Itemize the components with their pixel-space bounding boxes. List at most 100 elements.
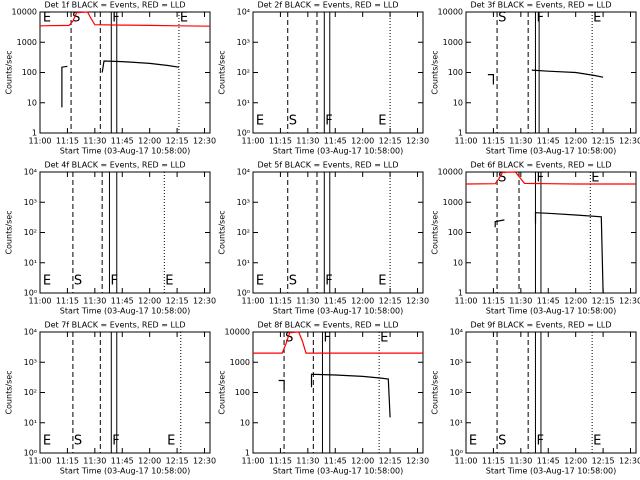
x-tick-label: 11:00 bbox=[454, 297, 477, 306]
x-tick-label: 11:00 bbox=[241, 137, 264, 146]
event-label: E bbox=[43, 434, 51, 449]
event-label: S bbox=[498, 434, 506, 449]
x-tick-label: 12:30 bbox=[619, 457, 640, 466]
x-axis-label: Start Time (03-Aug-17 10:58:00) bbox=[273, 467, 404, 476]
y-tick-label: 10³ bbox=[450, 358, 463, 367]
x-tick-label: 12:30 bbox=[619, 137, 640, 146]
x-tick-label: 11:00 bbox=[28, 297, 51, 306]
x-tick-label: 12:30 bbox=[406, 457, 429, 466]
x-tick-label: 11:30 bbox=[83, 457, 106, 466]
x-tick-label: 12:15 bbox=[592, 457, 615, 466]
x-tick-label: 11:30 bbox=[509, 297, 532, 306]
x-tick-label: 12:30 bbox=[193, 137, 216, 146]
y-tick-label: 10³ bbox=[237, 38, 250, 47]
event-label: F bbox=[323, 331, 330, 346]
y-tick-label: 10⁴ bbox=[24, 168, 37, 177]
y-tick-label: 1 bbox=[32, 129, 37, 138]
x-tick-label: 12:30 bbox=[193, 457, 216, 466]
event-label: E bbox=[378, 274, 386, 289]
y-axis-label: Counts/sec bbox=[218, 210, 227, 254]
y-tick-label: 100 bbox=[448, 228, 463, 237]
x-axis-label: Start Time (03-Aug-17 10:58:00) bbox=[486, 467, 617, 476]
x-axis-label: Start Time (03-Aug-17 10:58:00) bbox=[60, 467, 191, 476]
plot-frame bbox=[39, 331, 211, 454]
y-tick-label: 10³ bbox=[24, 198, 37, 207]
x-tick-label: 11:45 bbox=[324, 457, 347, 466]
event-label: E bbox=[167, 434, 175, 449]
y-tick-label: 10⁰ bbox=[24, 449, 37, 458]
event-label: F bbox=[325, 114, 332, 129]
x-tick-label: 12:30 bbox=[406, 297, 429, 306]
x-tick-label: 12:15 bbox=[592, 137, 615, 146]
event-label: E bbox=[469, 434, 477, 449]
plot-frame bbox=[465, 11, 637, 134]
x-tick-label: 12:15 bbox=[166, 137, 189, 146]
y-tick-label: 10⁴ bbox=[450, 328, 463, 337]
panel-title: Det 7f BLACK = Events, RED = LLD bbox=[44, 321, 185, 330]
series-line bbox=[61, 60, 179, 108]
y-tick-label: 100 bbox=[448, 68, 463, 77]
y-tick-label: 10⁰ bbox=[237, 129, 250, 138]
x-tick-label: 11:00 bbox=[241, 457, 264, 466]
event-label: E bbox=[256, 274, 264, 289]
event-label: S bbox=[289, 114, 297, 129]
x-tick-label: 11:30 bbox=[83, 137, 106, 146]
x-tick-label: 11:45 bbox=[111, 457, 134, 466]
y-tick-label: 10000 bbox=[225, 328, 250, 337]
x-tick-label: 11:00 bbox=[454, 137, 477, 146]
event-label: S bbox=[74, 274, 82, 289]
x-axis-label: Start Time (03-Aug-17 10:58:00) bbox=[60, 147, 191, 156]
x-tick-label: 11:15 bbox=[56, 457, 79, 466]
panel-title: Det 9f BLACK = Events, RED = LLD bbox=[470, 321, 611, 330]
x-tick-label: 12:00 bbox=[138, 297, 161, 306]
event-label: F bbox=[112, 434, 119, 449]
x-tick-label: 11:45 bbox=[537, 297, 560, 306]
x-axis-label: Start Time (03-Aug-17 10:58:00) bbox=[486, 307, 617, 316]
x-tick-label: 11:30 bbox=[509, 457, 532, 466]
x-tick-label: 12:00 bbox=[564, 297, 587, 306]
y-tick-label: 10¹ bbox=[24, 418, 37, 427]
y-axis-label: Counts/sec bbox=[431, 50, 440, 94]
event-label: F bbox=[536, 11, 543, 26]
event-label: E bbox=[593, 434, 601, 449]
x-tick-label: 11:30 bbox=[83, 297, 106, 306]
plot-frame bbox=[252, 171, 424, 294]
y-tick-label: 10⁰ bbox=[450, 449, 463, 458]
event-label: E bbox=[43, 274, 51, 289]
x-tick-label: 11:45 bbox=[111, 137, 134, 146]
event-label: E bbox=[165, 274, 173, 289]
panel-title: Det 6f BLACK = Events, RED = LLD bbox=[470, 161, 611, 170]
y-tick-label: 10 bbox=[453, 258, 463, 267]
y-tick-label: 10² bbox=[450, 388, 463, 397]
x-tick-label: 11:00 bbox=[454, 457, 477, 466]
panel-title: Det 2f BLACK = Events, RED = LLD bbox=[257, 1, 398, 10]
y-axis-label: Counts/sec bbox=[5, 210, 14, 254]
y-tick-label: 10¹ bbox=[237, 258, 250, 267]
x-tick-label: 11:15 bbox=[269, 457, 292, 466]
y-tick-label: 10 bbox=[453, 98, 463, 107]
y-axis-label: Counts/sec bbox=[218, 370, 227, 414]
y-axis-label: Counts/sec bbox=[5, 50, 14, 94]
x-tick-label: 12:30 bbox=[193, 297, 216, 306]
y-tick-label: 10² bbox=[237, 228, 250, 237]
x-tick-label: 12:15 bbox=[379, 297, 402, 306]
plot-frame bbox=[39, 171, 211, 294]
x-tick-label: 12:00 bbox=[564, 137, 587, 146]
y-tick-label: 10² bbox=[24, 388, 37, 397]
event-label: F bbox=[536, 434, 543, 449]
x-tick-label: 11:30 bbox=[296, 297, 319, 306]
x-tick-label: 12:00 bbox=[351, 297, 374, 306]
y-tick-label: 10³ bbox=[237, 198, 250, 207]
x-tick-label: 11:30 bbox=[296, 137, 319, 146]
y-axis-label: Counts/sec bbox=[431, 210, 440, 254]
y-tick-label: 1000 bbox=[443, 198, 463, 207]
y-tick-label: 10 bbox=[240, 418, 250, 427]
x-tick-label: 11:45 bbox=[324, 137, 347, 146]
plot-frame bbox=[465, 171, 637, 294]
x-tick-label: 11:45 bbox=[111, 297, 134, 306]
y-tick-label: 1 bbox=[245, 449, 250, 458]
series-line bbox=[465, 171, 636, 185]
x-tick-label: 11:15 bbox=[269, 297, 292, 306]
y-tick-label: 100 bbox=[22, 68, 37, 77]
